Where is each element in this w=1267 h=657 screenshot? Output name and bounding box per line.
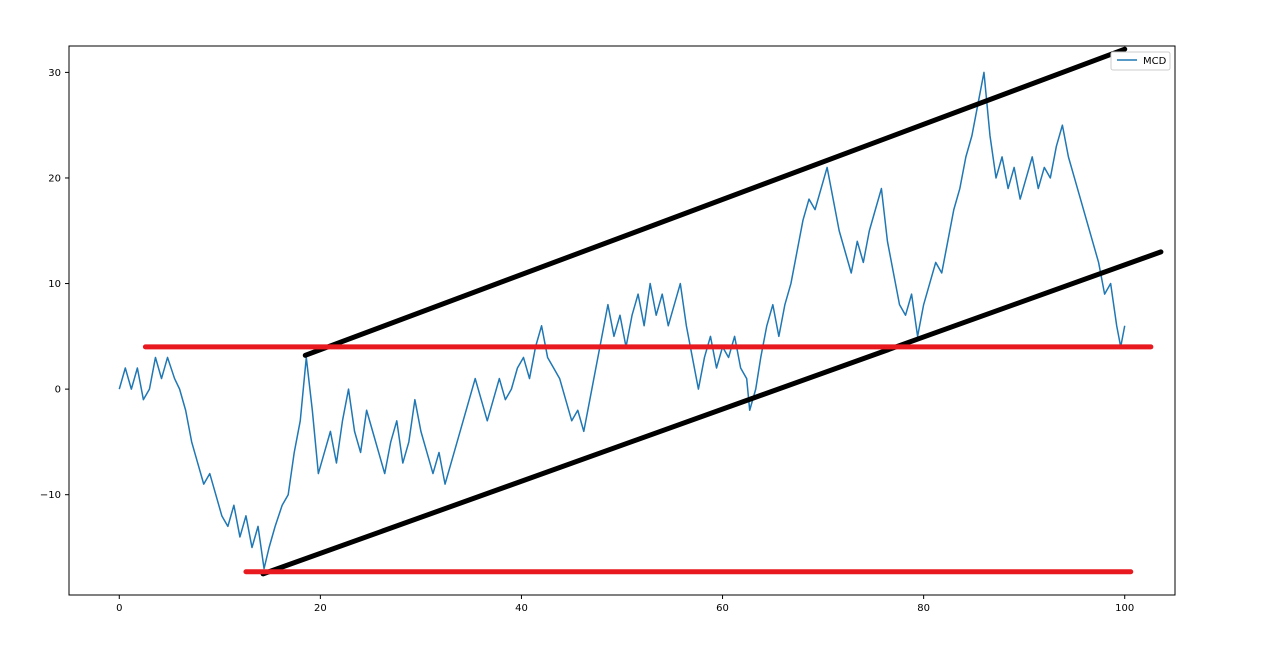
- legend: MCD: [1110, 51, 1171, 71]
- x-axis: 0 20 40 60 80 100: [116, 595, 1134, 614]
- plot-area: [118, 46, 1164, 577]
- legend-box: [1110, 51, 1171, 71]
- y-tick-label: 30: [48, 68, 61, 79]
- x-tick-label: 0: [116, 603, 122, 614]
- legend-label: MCD: [1143, 56, 1167, 67]
- y-tick-label: 0: [55, 385, 61, 396]
- annotation-layer: [142, 46, 1164, 577]
- y-tick-label: −10: [40, 490, 61, 501]
- x-tick-label: 80: [917, 603, 930, 614]
- y-axis: −10 0 10 20 30: [40, 68, 69, 501]
- x-tick-label: 100: [1115, 603, 1134, 614]
- trend-line-1: [260, 249, 1164, 577]
- y-tick-label: 20: [48, 173, 61, 184]
- x-tick-label: 60: [716, 603, 729, 614]
- x-tick-label: 20: [314, 603, 327, 614]
- trend-line-0: [302, 46, 1128, 358]
- y-tick-label: 10: [48, 279, 61, 290]
- x-tick-label: 40: [515, 603, 528, 614]
- plot-frame: [68, 45, 1176, 596]
